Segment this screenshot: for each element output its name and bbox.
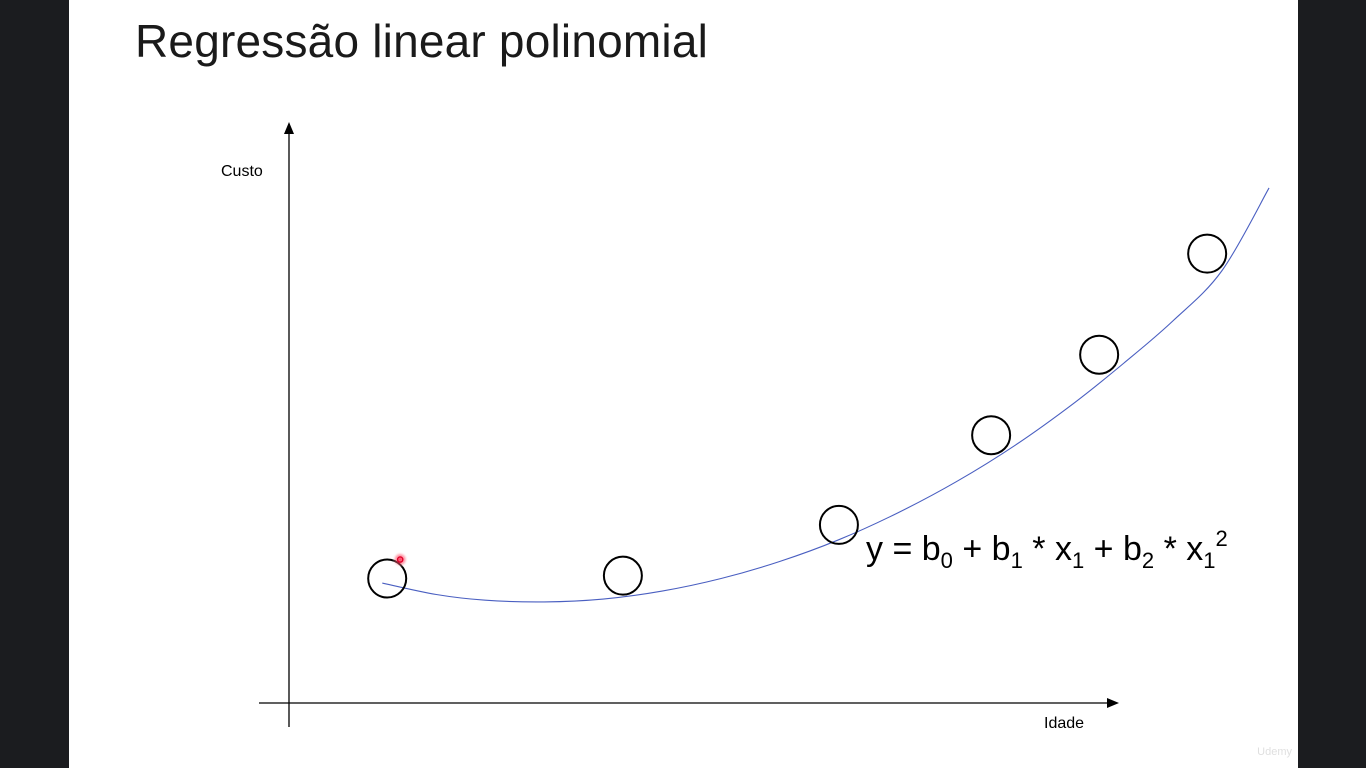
formula-exponent: 2 xyxy=(1215,526,1228,551)
formula-equals: = xyxy=(883,530,922,568)
formula-x1: x xyxy=(1054,530,1072,568)
laser-pointer-glow xyxy=(392,551,409,568)
slide: Regressão linear polinomial Custo Idade y… xyxy=(69,0,1298,768)
formula-b0: b xyxy=(921,530,941,568)
formula-times-1: * xyxy=(1022,530,1055,568)
data-point-3 xyxy=(818,504,859,545)
x-axis-label: Idade xyxy=(1044,715,1084,732)
y-axis-label: Custo xyxy=(221,163,263,180)
data-point-4 xyxy=(971,415,1012,456)
x-axis-arrow xyxy=(1107,698,1119,708)
formula-b1-subscript: 1 xyxy=(1010,548,1023,573)
formula-plus-2: + xyxy=(1084,530,1123,568)
regression-formula: y = b0 + b1 * x1 + b2 * x12 xyxy=(866,528,1228,572)
formula-times-2: * xyxy=(1154,530,1187,568)
data-point-6 xyxy=(1187,233,1228,274)
data-point-2 xyxy=(602,555,643,596)
formula-b2-subscript: 2 xyxy=(1141,548,1155,573)
regression-curve xyxy=(382,187,1270,603)
laser-pointer-dot xyxy=(396,556,404,563)
formula-plus-1: + xyxy=(952,530,992,568)
scatter-chart: Custo Idade xyxy=(221,122,1270,732)
formula-b2: b xyxy=(1122,530,1142,568)
formula-x1-squared: x xyxy=(1186,530,1204,568)
slide-title: Regressão linear polinomial xyxy=(135,15,709,67)
data-point-1 xyxy=(367,558,408,599)
formula-b1: b xyxy=(991,530,1011,568)
y-axis-arrow xyxy=(284,122,294,134)
data-point-5 xyxy=(1079,334,1120,375)
formula-b0-subscript: 0 xyxy=(940,548,953,573)
formula-y: y xyxy=(866,530,883,568)
formula-x1-squared-subscript: 1 xyxy=(1203,548,1216,573)
udemy-watermark: Udemy xyxy=(1257,746,1292,758)
formula-x1-subscript: 1 xyxy=(1071,548,1085,573)
